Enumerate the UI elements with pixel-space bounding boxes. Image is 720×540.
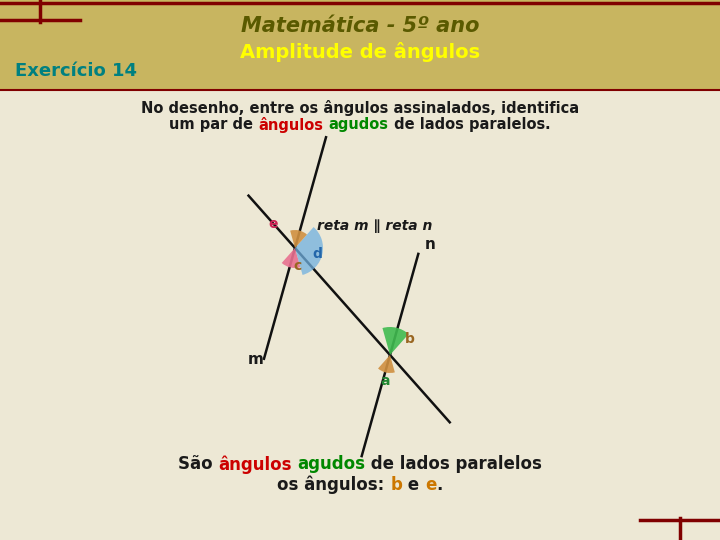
Text: e: e [269,217,278,231]
Text: Matemática - 5º ano: Matemática - 5º ano [240,16,480,36]
Text: São: São [178,455,218,473]
Text: Amplitude de ângulos: Amplitude de ângulos [240,42,480,62]
Text: um par de: um par de [169,117,258,132]
Wedge shape [382,327,408,355]
Text: de lados paralelos: de lados paralelos [365,455,542,473]
Text: ângulos: ângulos [218,455,292,474]
Text: c: c [293,259,301,273]
Wedge shape [290,230,307,248]
Text: b: b [390,476,402,494]
Bar [0,0,720,90]
Text: e: e [425,476,436,494]
Text: a: a [380,374,390,388]
Text: os ângulos:: os ângulos: [277,476,390,495]
Text: .: . [436,476,443,494]
Wedge shape [378,355,395,373]
Text: b: b [405,332,415,346]
Text: m: m [248,352,264,367]
Text: agudos: agudos [297,455,365,473]
Wedge shape [282,248,300,268]
Text: agudos: agudos [329,117,389,132]
Text: d: d [312,247,322,261]
Text: e: e [402,476,425,494]
Text: de lados paralelos: de lados paralelos [389,117,545,132]
Wedge shape [295,227,323,275]
Text: No desenho, entre os ângulos assinalados, identifica: No desenho, entre os ângulos assinalados… [141,100,579,116]
Text: reta m ∥ reta n: reta m ∥ reta n [317,219,433,233]
Text: ângulos: ângulos [258,117,323,133]
Text: n: n [424,237,435,252]
Text: Exercício 14: Exercício 14 [15,62,137,80]
Text: .: . [545,117,551,132]
